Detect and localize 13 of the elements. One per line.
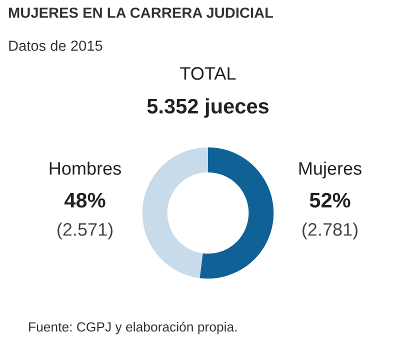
data-label: 48% — [64, 192, 106, 208]
source-note: Fuente: CGPJ y elaboración propia. — [29, 322, 237, 334]
data-label: 52% — [310, 192, 350, 208]
text: (2.571) — [58, 222, 112, 240]
text: (2.781) — [302, 222, 358, 240]
text: 5.352 jueces — [147, 98, 269, 118]
donut-slice — [200, 147, 274, 279]
chart-subtitle: Datos de 2015 — [9, 40, 102, 51]
donut-slice — [142, 147, 208, 278]
text: TOTAL — [180, 67, 236, 80]
slice-label: Mujeres — [299, 162, 362, 178]
slice-label: Hombres — [50, 162, 121, 175]
chart-title: MUJERES EN LA CARRERA JUDICIAL — [8, 8, 274, 18]
